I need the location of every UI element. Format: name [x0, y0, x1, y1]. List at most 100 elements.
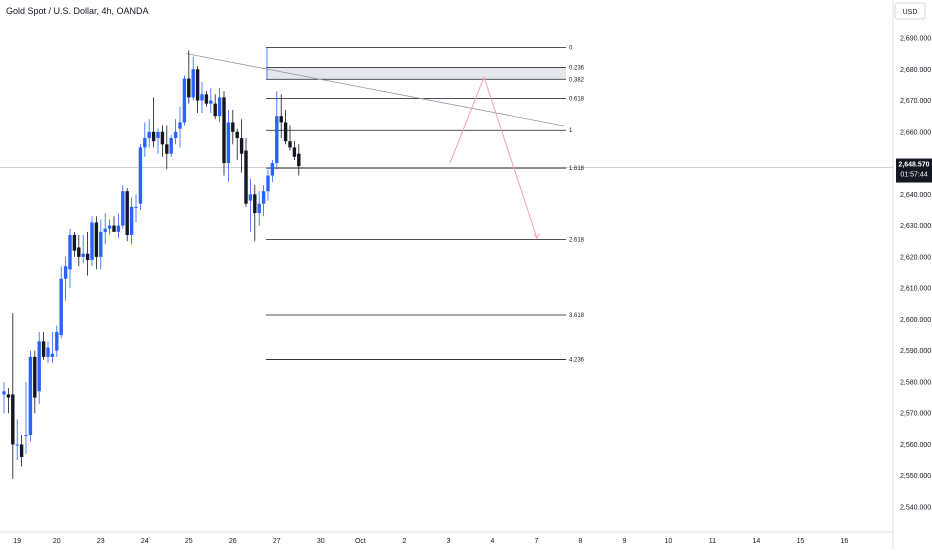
price-tick-label: 2,690.000 [900, 36, 931, 43]
candle-body [11, 394, 15, 445]
candle-body [125, 191, 129, 235]
currency-label: USD [903, 9, 918, 16]
projection-path[interactable] [449, 75, 540, 240]
candle-body [28, 356, 33, 436]
candle-body [37, 341, 41, 392]
candle-body [239, 138, 244, 154]
price-tick-label: 2,640.000 [900, 192, 931, 199]
candle-body [15, 444, 19, 446]
candle-body [81, 253, 85, 257]
fib-level-label: 1.618 [569, 166, 585, 172]
candle-body [297, 153, 301, 167]
time-tick-label: Oct [355, 538, 366, 545]
fib-zone-band [266, 67, 566, 80]
fib-level-label: 4.236 [569, 357, 585, 363]
candle-body [138, 147, 143, 204]
time-tick-label: 16 [841, 538, 849, 545]
candle-body [261, 191, 266, 204]
candle-body [222, 97, 226, 164]
candle-body [77, 247, 81, 257]
projection-arrowhead [533, 233, 540, 240]
time-tick-label: 11 [709, 538, 716, 545]
time-tick-label: 24 [141, 538, 149, 545]
fib-level-label: 0.236 [569, 65, 585, 71]
bar-countdown-label: 01:57:44 [900, 172, 927, 179]
candle-body [151, 131, 156, 142]
price-tick-label: 2,670.000 [900, 98, 931, 105]
candle-body [55, 331, 59, 351]
projection-line[interactable] [449, 75, 538, 239]
candle-body [292, 147, 297, 157]
candle-body [6, 394, 11, 398]
candle-body [134, 206, 138, 208]
trendline[interactable] [186, 53, 565, 127]
candle-body [235, 131, 239, 139]
candle-body [160, 131, 165, 145]
candle-body [99, 231, 103, 257]
price-tick-label: 2,570.000 [900, 411, 931, 418]
current-price-label: 2,648.570 [898, 162, 929, 169]
candle-body [266, 175, 270, 192]
time-tick-label: 20 [53, 538, 61, 545]
fib-level-label: 0 [569, 45, 573, 51]
candle-body [257, 203, 261, 214]
candle-body [248, 194, 253, 201]
candle-body [187, 78, 191, 98]
current-price-tag: 2,648.570 01:57:44 [896, 158, 932, 183]
candle-body [279, 116, 283, 123]
trendline-segment[interactable] [186, 53, 565, 127]
candle-body [129, 206, 134, 235]
candle-body [156, 131, 160, 139]
candle-body [209, 100, 213, 104]
candle-body [72, 234, 77, 251]
candle-body [94, 222, 99, 257]
price-tick-label: 2,600.000 [900, 317, 931, 324]
fibonacci-extension[interactable]: 0 0.236 0.382 0.618 1 1.618 2.618 3.618 4.236 [266, 45, 585, 363]
candle-body [116, 225, 121, 232]
time-tick-label: 10 [665, 538, 673, 545]
candle-body [147, 131, 151, 139]
candle-body [182, 78, 187, 123]
fib-level-label: 3.618 [569, 313, 585, 319]
time-tick-label: 4 [490, 538, 494, 545]
candle-body [46, 347, 50, 357]
time-tick-label: 15 [797, 538, 805, 545]
price-tick-label: 2,550.000 [900, 473, 931, 480]
candle-body [165, 144, 169, 154]
candle-body [275, 116, 279, 164]
price-axis[interactable]: 2,540.000 2,550.000 2,560.000 2,570.000 2,58… [900, 36, 931, 512]
candle-body [143, 138, 147, 148]
candle-body [121, 191, 125, 226]
candle-body [50, 353, 55, 357]
time-axis[interactable]: 19 20 23 24 25 26 27 30 Oct 2 3 4 7 8 9 10 11 14 15 16 [13, 538, 848, 545]
candle-body [107, 225, 112, 229]
candle-body [19, 444, 24, 457]
time-tick-label: 25 [185, 538, 193, 545]
candle-body [68, 234, 72, 270]
candle-body [195, 69, 200, 101]
candle-body [191, 69, 195, 98]
fib-level-label: 1 [569, 128, 573, 134]
candle-body [270, 163, 275, 176]
time-tick-label: 26 [229, 538, 237, 545]
candle-body [253, 194, 257, 214]
candle-body [33, 356, 37, 398]
price-tick-label: 2,540.000 [900, 505, 931, 512]
price-tick-label: 2,630.000 [900, 223, 931, 230]
candle-body [173, 131, 178, 139]
price-tick-label: 2,660.000 [900, 129, 931, 136]
fib-level-label: 2.618 [569, 237, 585, 243]
price-tick-label: 2,590.000 [900, 348, 931, 355]
candle-body [24, 435, 28, 437]
time-tick-label: 27 [273, 538, 281, 545]
time-tick-label: 9 [622, 538, 626, 545]
candle-body [2, 391, 6, 395]
time-tick-label: 23 [97, 538, 105, 545]
candle-body [169, 138, 173, 154]
price-tick-label: 2,560.000 [900, 442, 931, 449]
currency-button[interactable]: USD [894, 2, 926, 20]
candle-body [59, 278, 63, 336]
time-tick-label: 3 [446, 538, 450, 545]
